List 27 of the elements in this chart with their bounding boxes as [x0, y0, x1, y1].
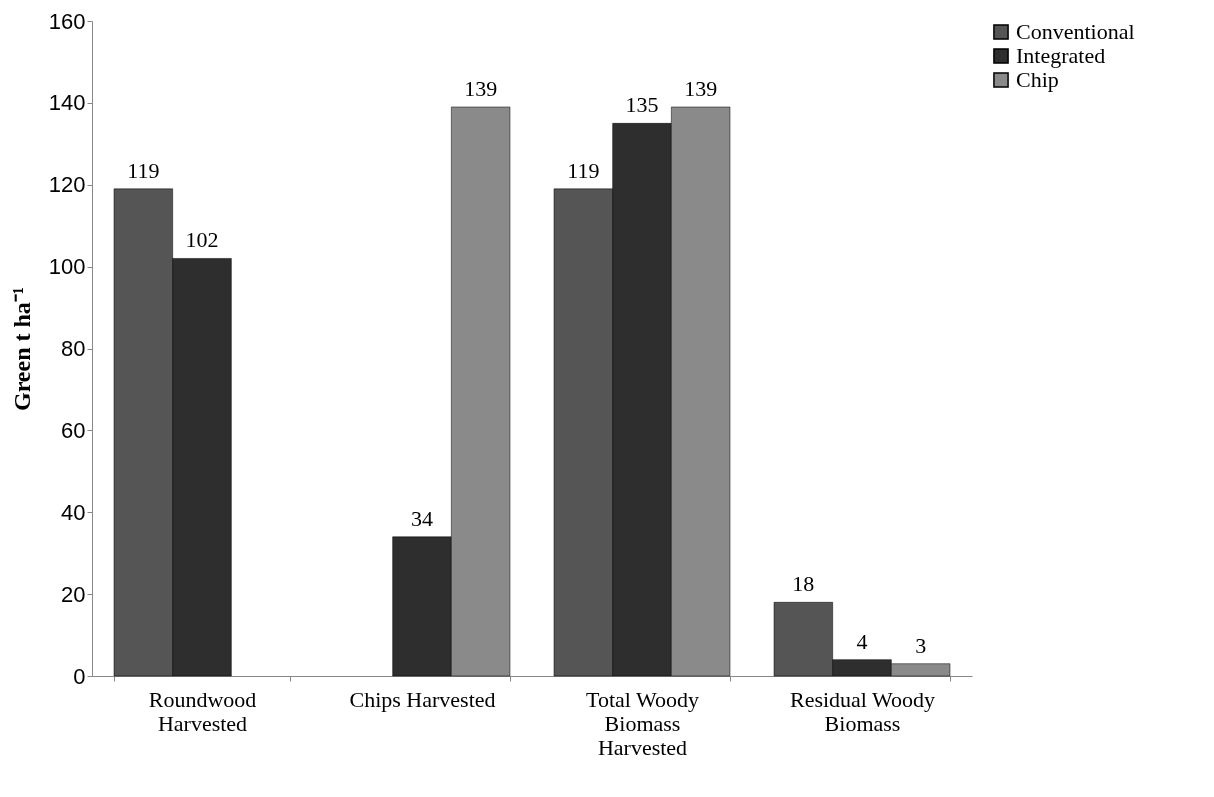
- data-label: 119: [127, 157, 160, 183]
- y-tick-label: 60: [61, 417, 86, 443]
- data-label: 102: [185, 227, 219, 253]
- y-tick-label: 0: [73, 663, 86, 689]
- y-tick-label: 20: [61, 581, 86, 607]
- x-tick-label: Chips Harvested: [349, 686, 496, 712]
- data-label: 119: [567, 157, 600, 183]
- y-axis-title: Green t ha⁻¹: [8, 286, 35, 412]
- legend-label: Conventional: [1016, 19, 1135, 44]
- y-tick-label: 80: [61, 336, 86, 361]
- data-label: 34: [411, 505, 433, 531]
- data-label: 139: [684, 75, 718, 101]
- x-tick-label: Roundwood Harvested: [148, 686, 257, 736]
- y-tick-label: 160: [48, 8, 86, 34]
- data-label: 139: [464, 75, 498, 101]
- data-label: 3: [915, 632, 927, 658]
- y-tick-label: 140: [48, 90, 86, 116]
- data-label: 18: [792, 571, 815, 597]
- legend-label: Integrated: [1016, 43, 1106, 68]
- data-label: 4: [856, 628, 868, 654]
- y-tick-label: 100: [48, 254, 86, 280]
- x-tick-label: Residual Woody Biomass: [789, 686, 936, 736]
- y-tick-label: 120: [48, 172, 86, 198]
- legend-label: Chip: [1016, 67, 1059, 92]
- data-label: 135: [625, 92, 659, 118]
- x-tick-label: Total Woody Biomass Harvested: [586, 686, 699, 760]
- y-tick-label: 40: [61, 499, 86, 525]
